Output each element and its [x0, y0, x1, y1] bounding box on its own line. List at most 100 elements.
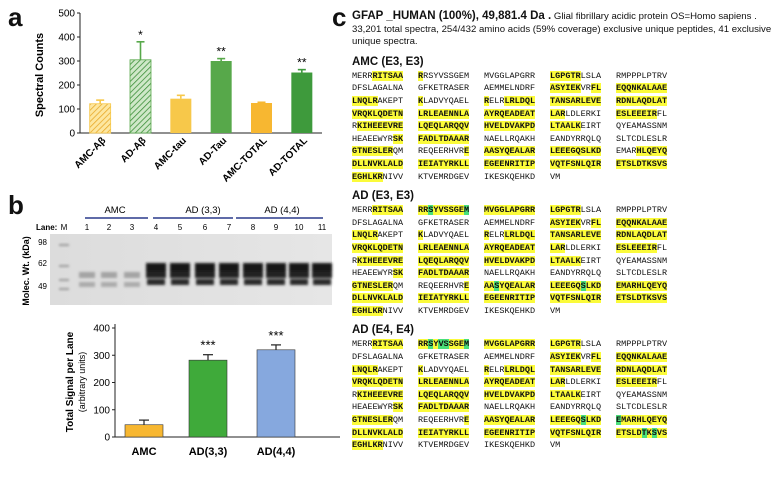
sequence-segment: GTNESLERQM — [352, 146, 404, 157]
blot-band — [146, 263, 166, 271]
panel-b-bar — [124, 424, 164, 438]
sequence-segment: RRSYVSSGEM — [418, 339, 470, 350]
sequence-block: MERRRITSAA RRSYVSSGEM MVGGLAPGRR LGPGTRLSLA… — [352, 70, 782, 183]
blot-band — [146, 271, 166, 278]
sequence-segment: KLADVYQAEL — [418, 364, 470, 375]
blot-ylabel: Molec. Wt. (kDa) — [21, 236, 31, 305]
sequence-segment: RDNLAQDLAT — [616, 95, 668, 106]
sequence-segment: EGHLKRNIVV — [352, 305, 404, 316]
sequence-segment: LRLEAENNLA — [418, 242, 470, 253]
blot-lane-number: 8 — [251, 223, 256, 232]
sequence-row: MERRRITSAA RRSYVSSGEM MVGGLAPGRR LGPGTRLSLA… — [352, 70, 782, 83]
blot-band — [266, 271, 286, 278]
blot-band — [290, 279, 308, 285]
sequence-segment: LARLDLERKI — [550, 108, 602, 119]
sequence-segment: MVGGLAPGRR — [484, 205, 536, 216]
panel-a-significance: ** — [297, 56, 307, 70]
sequence-segment: LNQLRAKEPT — [352, 95, 404, 106]
sequence-segment: SLTCDLESLR — [616, 133, 668, 144]
sequence-segment: RKIHEEEVRE — [352, 121, 404, 132]
sequence-segment: VM — [550, 171, 561, 182]
sequence-segment: REQEERHVRE — [418, 280, 470, 291]
sequence-segment: DLLNVKLALD — [352, 158, 404, 169]
blot-band — [195, 271, 215, 278]
sequence-segment: RELRLRLDQL — [484, 364, 536, 375]
blot-lane-number: 9 — [274, 223, 279, 232]
sequence-segment: RMPPPLPTRV — [616, 339, 668, 350]
sequence-segment: HEAEEWYRSK — [352, 268, 404, 279]
panel-a-ytick-label: 400 — [58, 33, 75, 44]
sequence-segment: LEEEGQSLKD — [550, 146, 602, 157]
panel-a-ytick-label: 500 — [58, 9, 75, 20]
sequence-segment: RMPPPLPTRV — [616, 205, 668, 216]
blot-lane-number: 2 — [107, 223, 112, 232]
sequence-row: DLLNVKLALD IEIATYRKLL EGEENRITIP VQTFSNLQIR… — [352, 427, 782, 440]
sequence-segment: HVELDVAKPD — [484, 389, 536, 400]
panel-c-letter: c — [332, 2, 347, 32]
sequence-segment: ASYIEKVRFL — [550, 83, 602, 94]
sequence-segment: TANSARLEVE — [550, 230, 602, 241]
sequence-segment: GFKETRASER — [418, 83, 470, 94]
sequence-segment: KLADVYQAEL — [418, 230, 470, 241]
sequence-row: GTNESLERQM REQEERHVRE AASYQEALAR LEEEGQSLKD… — [352, 280, 782, 293]
panel-a-ytick-label: 300 — [58, 57, 75, 68]
sequence-row: DFSLAGALNA GFKETRASER AEMMELNDRF ASYIEKVRFL… — [352, 217, 782, 230]
sequence-segment: EQQNKALAAE — [616, 352, 668, 363]
sequence-segment: AEMMELNDRF — [484, 83, 536, 94]
panel-a-ylabel: Spectral Counts — [34, 33, 46, 117]
panel-c-sequence-coverage: GFAP _HUMAN (100%), 49,881.4 Da . Glial … — [352, 10, 782, 452]
western-blot-figure: AMC AD (3,3) AD (4,4) Lane: M 1 2 3 4 5 6 7 8 9 10… — [20, 205, 350, 306]
sequence-segment: SLTCDLESLR — [616, 268, 668, 279]
panel-a-ytick-label: 100 — [58, 105, 75, 116]
blot-marker-band — [59, 279, 69, 281]
marker-98: 98 — [38, 238, 47, 247]
sequence-segment: REQEERHVRE — [418, 146, 470, 157]
sequence-segment: EANDYRRQLQ — [550, 268, 602, 279]
sequence-segment: MERRRITSAA — [352, 205, 404, 216]
blot-band — [195, 263, 215, 271]
sequence-segment: RRSYVSSGEM — [418, 205, 470, 216]
sequence-segment: SLTCDLESLR — [616, 402, 668, 413]
sequence-row: DLLNVKLALD IEIATYRKLL EGEENRITIP VQTFSNLQIR… — [352, 158, 782, 171]
sequence-segment: EGHLKRNIVV — [352, 171, 404, 182]
blot-group-label-ad33: AD (3,3) — [185, 205, 220, 216]
sequence-segment: VRQKLQDETN — [352, 108, 404, 119]
sequence-segment: NAELLRQAKH — [484, 133, 536, 144]
sequence-segment: MERRRITSAA — [352, 70, 404, 81]
panel-a-letter: a — [8, 2, 23, 32]
blot-band — [79, 272, 95, 278]
sequence-segment: LNQLRAKEPT — [352, 230, 404, 241]
blot-band — [196, 279, 214, 285]
panel-b-ylabel: Total Signal per Lane — [65, 331, 76, 432]
sequence-segment: NAELLRQAKH — [484, 268, 536, 279]
sequence-block-title: AD (E4, E4) — [352, 324, 414, 337]
sequence-segment: IEIATYRKLL — [418, 427, 470, 438]
sequence-segment: HVELDVAKPD — [484, 121, 536, 132]
sequence-row: VRQKLQDETN LRLEAENNLA AYRQEADEAT LARLDLERKI… — [352, 108, 782, 121]
sequence-segment: FADLTDAAAR — [418, 268, 470, 279]
sequence-segment: EGHLKRNIVV — [352, 440, 404, 451]
blot-lane-label: Lane: — [36, 223, 57, 232]
panel-b-category-label: AD(3,3) — [189, 446, 228, 458]
sequence-segment: EMARHLQEYQ — [616, 415, 668, 426]
blot-band — [313, 279, 331, 285]
sequence-segment: RKIHEEEVRE — [352, 255, 404, 266]
sequence-row: MERRRITSAA RRSYVSSGEM MVGGLAPGRR LGPGTRLSLA… — [352, 204, 782, 217]
marker-62: 62 — [38, 259, 47, 268]
panel-a-significance: * — [138, 28, 143, 42]
sequence-segment: VM — [550, 440, 561, 451]
blot-lane-number: M — [61, 223, 68, 232]
sequence-segment: ESLEEEIRFL — [616, 108, 668, 119]
sequence-segment: QYEAMASSNM — [616, 389, 668, 400]
blot-group-label-amc: AMC — [104, 205, 125, 216]
sequence-segment: MVGGLAPGRR — [484, 339, 536, 350]
sequence-segment: LRLEAENNLA — [418, 377, 470, 388]
sequence-segment: MERRRITSAA — [352, 339, 404, 350]
sequence-row: GTNESLERQM REQEERHVRE AASYQEALAR LEEEGQSLKD… — [352, 145, 782, 158]
panel-a-significance: ** — [216, 45, 226, 59]
sequence-segment: KLADVYQAEL — [418, 95, 470, 106]
sequence-block-title: AMC (E3, E3) — [352, 55, 424, 68]
sequence-segment: GTNESLERQM — [352, 280, 404, 291]
blot-lane-number: 5 — [178, 223, 183, 232]
panel-b-ytick-label: 300 — [93, 351, 110, 362]
